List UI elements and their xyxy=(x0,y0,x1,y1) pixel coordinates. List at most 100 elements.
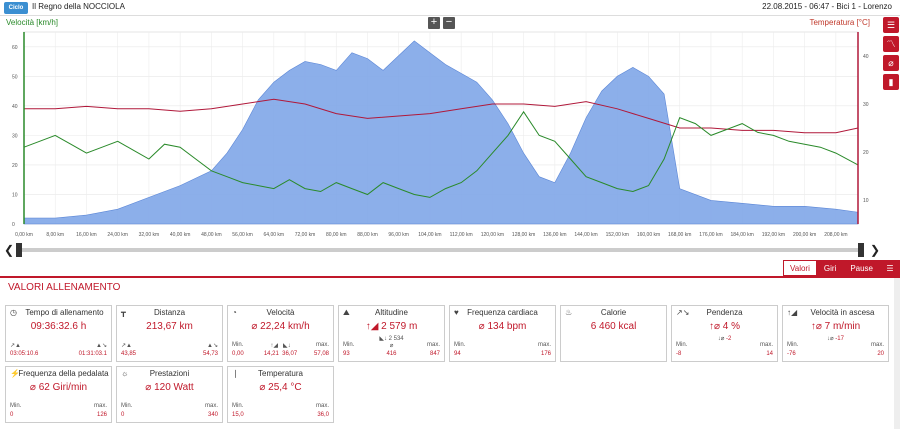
avg-up-down: 14,21 36,07 xyxy=(232,351,329,357)
x-tick-label: 0,00 km xyxy=(15,232,33,238)
min-label: Min. xyxy=(232,403,244,409)
y-left-tick-label: 10 xyxy=(12,192,18,198)
card-minmax-values: 0,00 14,21 36,07 57,08 xyxy=(232,351,329,359)
descent-avg-icon: ↓⌀ xyxy=(827,336,836,342)
max-value: 01:31:03.1 xyxy=(78,351,107,357)
downhill-icon: ▲↘ xyxy=(207,343,218,349)
card-title: Frequenza cardiaca xyxy=(467,308,538,317)
average-icon[interactable]: ⌀ xyxy=(883,55,899,71)
min-value: 43,85 xyxy=(121,351,137,357)
vertical-scrollbar[interactable] xyxy=(894,278,900,429)
right-axis-title[interactable]: Temperatura [°C] xyxy=(809,18,870,27)
y-left-tick-label: 50 xyxy=(12,74,18,80)
card-minmax-labels: Min. ⌀ max. xyxy=(343,342,440,350)
min-label: Min. xyxy=(676,342,688,348)
card-minmax-values: 93 416 847 xyxy=(343,351,440,359)
speed-line xyxy=(23,110,859,198)
tab-bar: Valori Giri Pause ☰ xyxy=(783,260,900,276)
card-calories: ♨ Calorie 6 460 kcal xyxy=(560,305,667,362)
max-label: max. xyxy=(315,403,329,409)
card-climb-speed: ↑◢ Velocità in ascesa ↑⌀ 7 m/min ↓⌀ -17 … xyxy=(782,305,889,362)
menu-icon[interactable]: ☰ xyxy=(880,260,900,276)
card-value: 09:36:32.6 h xyxy=(30,321,87,332)
y-left-tick-label: 20 xyxy=(12,163,18,169)
max-label: max. xyxy=(315,342,329,348)
ascent-icon: ↑◢ xyxy=(365,321,382,332)
scroll-left-button[interactable]: ❮ xyxy=(4,243,15,257)
x-tick-label: 88,00 km xyxy=(357,232,378,238)
downhill-icon: ▲↘ xyxy=(96,343,107,349)
workout-title: Il Regno della NOCCIOLA xyxy=(32,2,125,11)
tab-pause[interactable]: Pause xyxy=(843,260,880,276)
scroll-right-button[interactable]: ❯ xyxy=(869,243,880,257)
y-left-tick-label: 0 xyxy=(12,222,15,228)
x-tick-label: 40,00 km xyxy=(170,232,191,238)
card-sub: ↓⌀ -2 xyxy=(672,335,777,343)
x-tick-label: 32,00 km xyxy=(139,232,160,238)
chart-scrollbar[interactable]: ❮ ❯ xyxy=(0,242,900,258)
x-tick-label: 192,00 km xyxy=(762,232,785,238)
y-left-tick-label: 30 xyxy=(12,133,18,139)
zoom-in-button[interactable]: + xyxy=(428,17,440,29)
card-minmax-values: -8 14 xyxy=(676,351,773,359)
x-tick-label: 168,00 km xyxy=(668,232,691,238)
bar-chart-icon[interactable]: ▮ xyxy=(883,74,899,90)
card-minmax-values: 94 176 xyxy=(454,351,551,359)
card-distance: ┳ Distanza 213,67 km ↗▲ ▲↘ 43,85 54,73 xyxy=(116,305,223,362)
x-tick-label: 200,00 km xyxy=(793,232,816,238)
section-divider xyxy=(0,276,900,278)
min-value: 0 xyxy=(121,412,125,418)
card-speed: ◔ Velocità ⌀ 22,24 km/h Min. ↑◢ ◣↓ max. … xyxy=(227,305,334,362)
min-label: Min. xyxy=(232,342,244,348)
list-icon[interactable]: ☰ xyxy=(883,17,899,33)
x-tick-label: 56,00 km xyxy=(232,232,253,238)
card-title: Calorie xyxy=(600,308,627,317)
max-value: 176 xyxy=(540,351,551,357)
card-minmax-icons: ↗▲ ▲↘ xyxy=(121,342,218,350)
tab-giri[interactable]: Giri xyxy=(816,260,844,276)
tab-valori[interactable]: Valori xyxy=(783,260,817,276)
card-value: ⌀ 62 Giri/min xyxy=(29,382,88,393)
card-minmax-labels: Min. max. xyxy=(10,403,107,411)
card-minmax-values: 43,85 54,73 xyxy=(121,351,218,359)
descent-avg-icon: ↓⌀ xyxy=(717,336,726,342)
min-value: 93 xyxy=(343,351,350,357)
scroll-track[interactable] xyxy=(18,248,862,252)
card-minmax-labels: Min. ↑◢ ◣↓ max. xyxy=(232,342,329,350)
zoom-out-button[interactable]: − xyxy=(443,17,455,29)
card-value: ↑⌀ 7 m/min xyxy=(783,321,888,332)
descent-icon: ◣↓ xyxy=(379,336,389,342)
card-title: Prestazioni xyxy=(149,369,190,378)
x-tick-label: 16,00 km xyxy=(76,232,97,238)
max-label: max. xyxy=(870,342,884,348)
y-left-tick-label: 60 xyxy=(12,45,18,51)
x-tick-label: 184,00 km xyxy=(731,232,754,238)
y-right-tick-label: 30 xyxy=(863,102,869,108)
card-heart-rate: ♥ Frequenza cardiaca ⌀ 134 bpm Min. max.… xyxy=(449,305,556,362)
training-chart[interactable]: 0 10 20 30 40 50 60 0,00 km 8,00 km 16,00 km 24,00… xyxy=(0,16,880,242)
min-value: 0 xyxy=(10,412,14,418)
section-title: VALORI ALLENAMENTO xyxy=(8,282,121,293)
card-value: ⌀ 22,24 km/h xyxy=(251,321,310,332)
sun-icon: ☼ xyxy=(121,369,129,378)
x-tick-label: 64,00 km xyxy=(264,232,285,238)
max-value: 847 xyxy=(429,351,440,357)
x-tick-label: 8,00 km xyxy=(46,232,64,238)
chart-area[interactable]: 0 10 20 30 40 50 60 0,00 km 8,00 km 16,00 km 24,00… xyxy=(0,16,900,256)
card-value: ⌀ 25,4 °C xyxy=(259,382,302,393)
scroll-handle-left[interactable] xyxy=(16,243,22,257)
max-value: 126 xyxy=(96,412,107,418)
descent-value: -17 xyxy=(835,336,844,342)
clock-icon: ◷ xyxy=(10,308,17,317)
card-power: ☼ Prestazioni ⌀ 120 Watt Min. max. 0 340 xyxy=(116,366,223,423)
left-axis-title[interactable]: Velocità [km/h] xyxy=(6,18,59,27)
avg-value: 416 xyxy=(386,351,397,357)
line-chart-icon[interactable]: 〽 xyxy=(883,36,899,52)
card-title: Velocità xyxy=(266,308,295,317)
x-tick-label: 104,00 km xyxy=(418,232,441,238)
card-title: Velocità in ascesa xyxy=(810,308,875,317)
ascent-value: 2 579 m xyxy=(381,321,418,332)
app-logo: Ciclo xyxy=(4,2,28,14)
scroll-handle-right[interactable] xyxy=(858,243,864,257)
